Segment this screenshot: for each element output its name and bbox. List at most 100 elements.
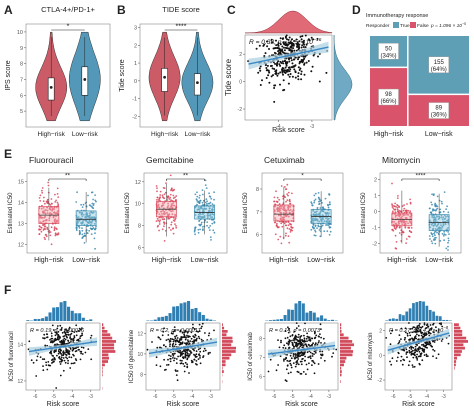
data-point bbox=[65, 333, 68, 336]
data-point bbox=[184, 330, 187, 333]
data-point bbox=[279, 37, 282, 40]
data-point bbox=[82, 219, 85, 222]
data-point bbox=[209, 351, 211, 354]
data-point bbox=[162, 209, 164, 212]
y-tick-label: 6 bbox=[256, 233, 259, 239]
data-point bbox=[199, 357, 201, 359]
y-tick-label: -2 bbox=[238, 107, 243, 113]
y-axis-label: Estimated IC50 bbox=[8, 192, 14, 234]
fit-line bbox=[148, 341, 218, 355]
data-point bbox=[407, 214, 410, 216]
data-point bbox=[171, 207, 174, 210]
data-point bbox=[408, 360, 411, 363]
data-point bbox=[46, 202, 49, 205]
data-point bbox=[321, 202, 323, 204]
top-histogram-bar bbox=[445, 319, 449, 321]
cell-count-false: 98 bbox=[385, 92, 392, 98]
data-point bbox=[170, 210, 173, 213]
data-point bbox=[433, 232, 435, 235]
data-point bbox=[423, 351, 425, 353]
cell-count-true: 50 bbox=[385, 46, 392, 52]
right-histogram-bar bbox=[340, 330, 342, 333]
data-point bbox=[434, 234, 436, 237]
data-point bbox=[408, 349, 411, 352]
data-point bbox=[184, 338, 187, 341]
data-point bbox=[279, 43, 282, 46]
data-point bbox=[294, 76, 297, 79]
data-point bbox=[66, 336, 68, 339]
data-point bbox=[413, 337, 416, 340]
data-point bbox=[281, 221, 284, 224]
data-point bbox=[294, 64, 297, 67]
data-point bbox=[88, 204, 91, 207]
data-point bbox=[169, 193, 172, 196]
data-point bbox=[46, 333, 49, 336]
data-point bbox=[279, 235, 282, 238]
correlation-annotation: R = 0.38, p = 1.5 × 10−16 bbox=[249, 37, 322, 46]
data-point bbox=[298, 340, 300, 343]
right-histogram-bar bbox=[222, 356, 230, 360]
data-point bbox=[416, 359, 419, 361]
data-point bbox=[431, 203, 433, 206]
data-point bbox=[167, 195, 170, 198]
data-point bbox=[51, 213, 53, 215]
data-point bbox=[293, 40, 296, 42]
right-histogram-bar bbox=[340, 336, 349, 340]
data-point bbox=[304, 359, 306, 362]
data-point bbox=[88, 221, 91, 224]
annotation-p: p = 0.00011 bbox=[170, 328, 200, 334]
data-point bbox=[398, 341, 400, 344]
data-point bbox=[391, 210, 394, 213]
panel-letter-e: E bbox=[4, 147, 12, 161]
data-point bbox=[399, 213, 401, 216]
data-point bbox=[404, 213, 406, 216]
data-point bbox=[429, 211, 432, 214]
y-tick-label: 10 bbox=[17, 30, 23, 36]
cell-percent-true: (64%) bbox=[431, 67, 447, 73]
data-point bbox=[81, 334, 84, 336]
data-point bbox=[278, 47, 281, 50]
data-point bbox=[286, 359, 289, 362]
data-point bbox=[311, 355, 314, 357]
data-point bbox=[208, 195, 211, 198]
data-point bbox=[49, 204, 52, 206]
data-point bbox=[321, 350, 324, 353]
data-point bbox=[413, 331, 415, 333]
plot-frame bbox=[26, 172, 109, 254]
right-histogram-bar bbox=[454, 323, 459, 327]
data-point bbox=[286, 69, 289, 71]
data-point bbox=[306, 332, 308, 335]
data-point bbox=[297, 66, 300, 69]
data-point bbox=[189, 353, 192, 355]
data-point bbox=[79, 350, 82, 353]
data-point bbox=[440, 322, 442, 325]
data-point bbox=[287, 328, 290, 330]
right-histogram-bar bbox=[454, 326, 461, 330]
data-point bbox=[313, 227, 315, 229]
right-histogram-bar bbox=[340, 356, 347, 360]
data-point bbox=[283, 358, 285, 361]
data-point bbox=[423, 348, 426, 351]
data-point bbox=[192, 326, 194, 329]
data-point bbox=[62, 369, 65, 372]
data-point bbox=[213, 221, 216, 224]
data-point bbox=[314, 230, 317, 233]
right-histogram-bar bbox=[340, 323, 342, 327]
data-point bbox=[322, 337, 325, 340]
data-point bbox=[35, 375, 38, 377]
data-point bbox=[90, 233, 93, 236]
data-point bbox=[294, 56, 297, 59]
data-point bbox=[281, 67, 284, 69]
data-point bbox=[183, 333, 186, 336]
data-point bbox=[315, 218, 317, 220]
data-point bbox=[206, 200, 209, 203]
data-point bbox=[180, 338, 183, 341]
data-point bbox=[282, 41, 285, 44]
data-point bbox=[179, 359, 182, 362]
data-point bbox=[308, 336, 311, 339]
data-point bbox=[209, 214, 212, 217]
data-point bbox=[56, 233, 59, 236]
right-histogram-bar bbox=[102, 373, 103, 377]
plot-frame bbox=[139, 23, 223, 128]
data-point bbox=[159, 338, 162, 341]
